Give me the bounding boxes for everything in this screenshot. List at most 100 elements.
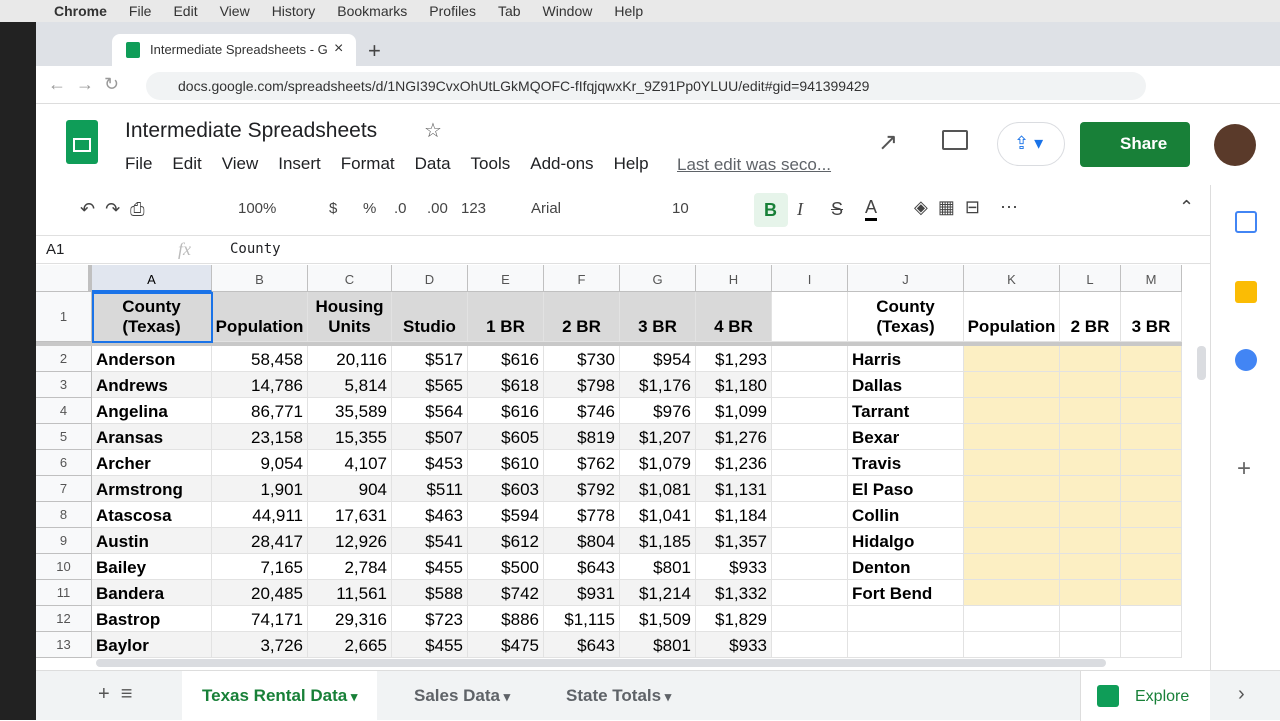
input-cell[interactable] [964,398,1060,424]
cell[interactable]: $1,079 [620,450,696,476]
tab-menu[interactable]: ▾ [347,689,358,704]
lookup-county[interactable]: El Paso [848,476,964,502]
cell[interactable]: $1,214 [620,580,696,606]
header-cell[interactable]: 1 BR [468,292,544,342]
lookup-county[interactable]: Hidalgo [848,528,964,554]
last-edit[interactable]: Last edit was seco... [677,155,832,174]
avatar[interactable] [1214,124,1256,166]
header-cell[interactable]: 2 BR [544,292,620,342]
input-cell[interactable] [1060,476,1121,502]
cell[interactable]: 20,485 [212,580,308,606]
cell[interactable]: $1,180 [696,372,772,398]
cell[interactable]: $453 [392,450,468,476]
cell[interactable]: $643 [544,554,620,580]
mac-menu-item[interactable]: Profiles [429,3,476,19]
explore-button[interactable]: Explore [1080,671,1210,721]
row-header[interactable]: 11 [36,580,92,606]
cell[interactable]: $588 [392,580,468,606]
cell[interactable]: 15,355 [308,424,392,450]
row-header[interactable]: 9 [36,528,92,554]
input-cell[interactable] [1121,398,1182,424]
header-cell[interactable]: Housing Units [308,292,392,342]
mac-menu-item[interactable]: Window [542,3,593,19]
cell[interactable]: $723 [392,606,468,632]
formula-content[interactable]: County [230,241,281,257]
column-header[interactable]: D [392,265,468,292]
decrease-decimals[interactable]: .0 [394,200,407,217]
input-cell[interactable] [964,372,1060,398]
cell[interactable]: $801 [620,554,696,580]
mac-menu-item[interactable]: View [219,3,250,19]
cell[interactable]: $746 [544,398,620,424]
cell[interactable]: $1,176 [620,372,696,398]
column-header[interactable]: L [1060,265,1121,292]
cell[interactable]: 14,786 [212,372,308,398]
column-header[interactable]: J [848,265,964,292]
mac-menu-item[interactable]: File [128,3,152,19]
cell[interactable]: 44,911 [212,502,308,528]
cell[interactable]: $616 [468,346,544,372]
column-header[interactable]: G [620,265,696,292]
input-cell[interactable] [1121,502,1182,528]
menu-item[interactable]: Add-ons [530,154,594,173]
zoom[interactable]: 100% [238,200,277,217]
cell[interactable]: $541 [392,528,468,554]
cell[interactable]: 20,116 [308,346,392,372]
cell[interactable]: 17,631 [308,502,392,528]
keep-icon[interactable] [1235,281,1257,303]
cell[interactable]: $616 [468,398,544,424]
lookup-county[interactable]: Denton [848,554,964,580]
column-header[interactable]: K [964,265,1060,292]
cell[interactable]: $819 [544,424,620,450]
input-cell[interactable] [1060,502,1121,528]
cell[interactable]: 29,316 [308,606,392,632]
input-cell[interactable] [1060,372,1121,398]
doc-title[interactable]: Intermediate Spreadsheets [125,119,378,142]
input-cell[interactable] [964,502,1060,528]
menu-item[interactable]: File [125,154,153,173]
input-cell[interactable] [1060,580,1121,606]
input-cell[interactable] [1121,346,1182,372]
cell[interactable]: Archer [92,450,212,476]
cell[interactable]: Armstrong [92,476,212,502]
input-cell[interactable] [1121,476,1182,502]
add-sheet[interactable]: + ≡ [98,683,133,705]
cell[interactable]: $1,357 [696,528,772,554]
cell[interactable]: $1,115 [544,606,620,632]
cell[interactable]: $643 [544,632,620,658]
cell[interactable]: $954 [620,346,696,372]
row-header[interactable]: 6 [36,450,92,476]
lookup-county[interactable]: Travis [848,450,964,476]
row-header[interactable]: 8 [36,502,92,528]
input-cell[interactable] [964,346,1060,372]
input-cell[interactable] [1121,528,1182,554]
row-header[interactable]: 4 [36,398,92,424]
cell[interactable]: Angelina [92,398,212,424]
cell[interactable]: $612 [468,528,544,554]
cell[interactable]: 74,171 [212,606,308,632]
cell[interactable]: $778 [544,502,620,528]
cell[interactable]: $517 [392,346,468,372]
cell[interactable]: 1,901 [212,476,308,502]
cell[interactable]: 35,589 [308,398,392,424]
cell[interactable]: $792 [544,476,620,502]
input-cell[interactable] [1121,580,1182,606]
cell[interactable]: 5,814 [308,372,392,398]
cell[interactable]: 3,726 [212,632,308,658]
nav-buttons[interactable]: ← → ↻ [48,74,120,94]
cell[interactable]: $1,829 [696,606,772,632]
lookup-county[interactable]: Collin [848,502,964,528]
cell[interactable]: $603 [468,476,544,502]
header-cell[interactable]: 4 BR [696,292,772,342]
menu-item[interactable]: View [221,154,259,173]
column-header[interactable]: C [308,265,392,292]
add-addon[interactable]: + [1237,455,1252,482]
cell[interactable]: $1,332 [696,580,772,606]
cell[interactable]: $463 [392,502,468,528]
row-header[interactable]: 5 [36,424,92,450]
lookup-header[interactable]: 3 BR [1121,292,1182,342]
expand-side[interactable]: › [1238,683,1245,705]
title-icons[interactable]: ☆ [424,120,442,142]
cell[interactable]: $610 [468,450,544,476]
menu-item[interactable]: Help [613,154,649,173]
